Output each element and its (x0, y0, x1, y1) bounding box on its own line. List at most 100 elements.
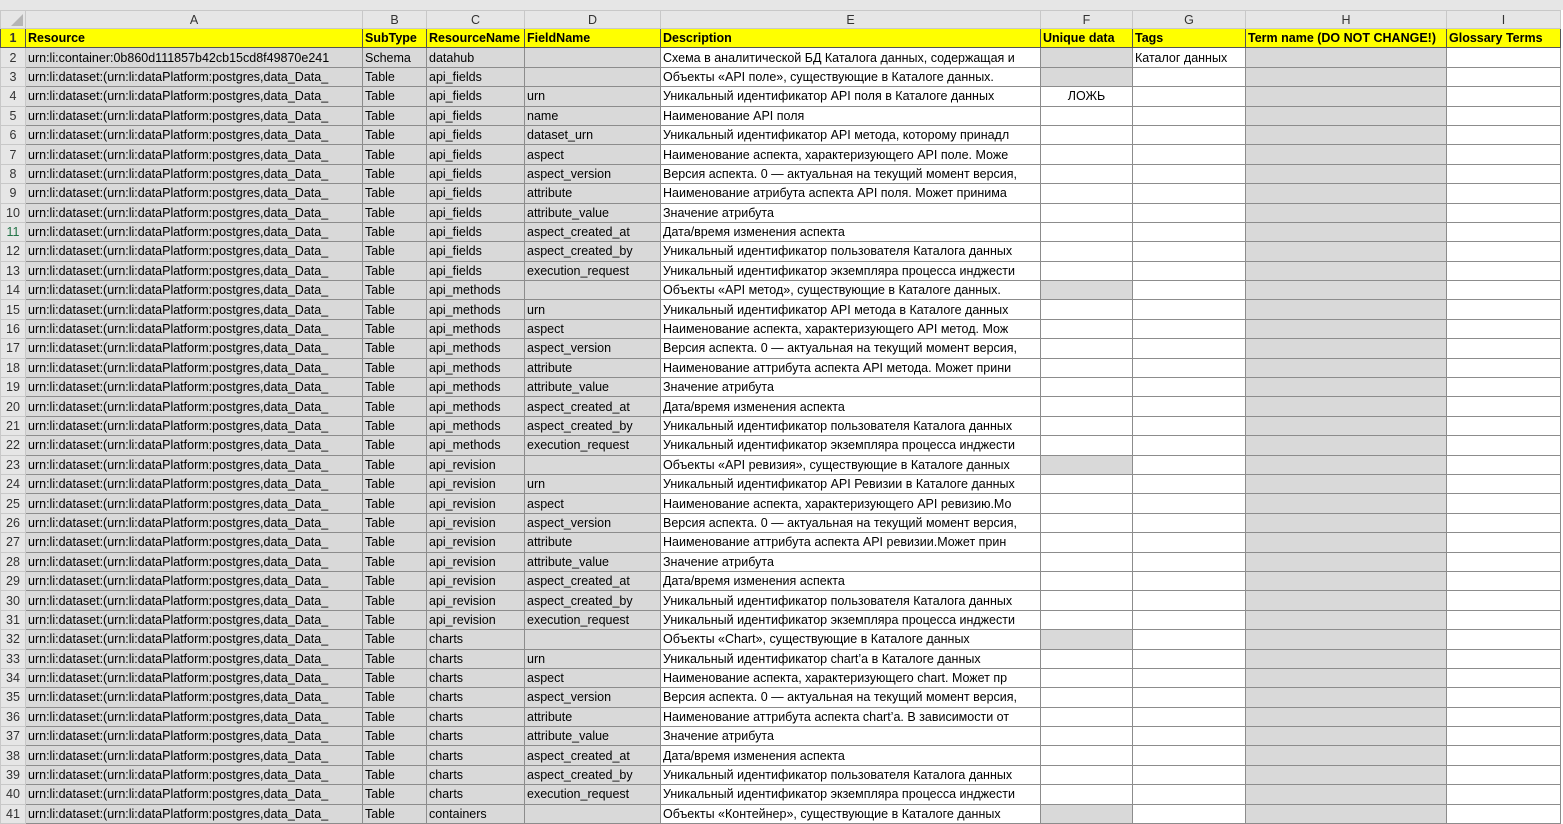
header-cell-f[interactable]: Unique data (1040, 27, 1133, 49)
cell-f[interactable] (1040, 183, 1133, 204)
cell-a[interactable]: urn:li:dataset:(urn:li:dataPlatform:post… (25, 241, 363, 262)
cell-c[interactable]: api_fields (426, 221, 525, 243)
cell-a[interactable]: urn:li:dataset:(urn:li:dataPlatform:post… (25, 221, 363, 243)
cell-h[interactable] (1245, 377, 1447, 398)
cell-b[interactable]: Table (362, 590, 427, 611)
cell-g[interactable] (1132, 764, 1246, 786)
cell-g[interactable] (1132, 473, 1246, 495)
row-number[interactable]: 4 (0, 86, 26, 107)
cell-a[interactable]: urn:li:dataset:(urn:li:dataPlatform:post… (25, 629, 363, 650)
cell-e[interactable]: Значение атрибута (660, 726, 1041, 747)
cell-g[interactable]: Каталог данных (1132, 47, 1246, 68)
cell-h[interactable] (1245, 260, 1447, 282)
cell-c[interactable]: api_methods (426, 357, 525, 379)
cell-d[interactable] (524, 66, 661, 88)
cell-a[interactable]: urn:li:dataset:(urn:li:dataPlatform:post… (25, 202, 363, 223)
cell-i[interactable] (1446, 163, 1561, 185)
cell-g[interactable] (1132, 454, 1246, 475)
cell-g[interactable] (1132, 396, 1246, 417)
cell-c[interactable]: charts (426, 687, 525, 708)
cell-e[interactable]: Наименование аспекта, характеризующего c… (660, 667, 1041, 689)
cell-d[interactable]: execution_request (524, 260, 661, 282)
cell-f[interactable] (1040, 570, 1133, 592)
cell-e[interactable]: Уникальный идентификатор API поля в Ката… (660, 86, 1041, 107)
cell-d[interactable] (524, 454, 661, 475)
cell-c[interactable]: api_fields (426, 260, 525, 282)
cell-b[interactable]: Table (362, 512, 427, 534)
cell-a[interactable]: urn:li:dataset:(urn:li:dataPlatform:post… (25, 512, 363, 534)
cell-a[interactable]: urn:li:dataset:(urn:li:dataPlatform:post… (25, 687, 363, 708)
row-number[interactable]: 17 (0, 338, 26, 359)
cell-h[interactable] (1245, 47, 1447, 68)
cell-c[interactable]: api_fields (426, 105, 525, 126)
cell-g[interactable] (1132, 377, 1246, 398)
cell-e[interactable]: Уникальный идентификатор API метода, кот… (660, 124, 1041, 146)
cell-i[interactable] (1446, 415, 1561, 437)
cell-c[interactable]: api_revision (426, 454, 525, 475)
header-cell-g[interactable]: Tags (1132, 27, 1246, 49)
cell-e[interactable]: Наименование API поля (660, 105, 1041, 126)
row-number[interactable]: 35 (0, 687, 26, 708)
cell-g[interactable] (1132, 299, 1246, 320)
cell-f[interactable] (1040, 706, 1133, 728)
cell-e[interactable]: Значение атрибута (660, 377, 1041, 398)
column-header-i[interactable]: I (1446, 10, 1561, 29)
cell-c[interactable]: charts (426, 667, 525, 689)
cell-e[interactable]: Уникальный идентификатор пользователя Ка… (660, 590, 1041, 611)
cell-b[interactable]: Table (362, 667, 427, 689)
cell-f[interactable] (1040, 144, 1133, 165)
cell-i[interactable] (1446, 86, 1561, 107)
row-number[interactable]: 40 (0, 784, 26, 805)
cell-a[interactable]: urn:li:dataset:(urn:li:dataPlatform:post… (25, 183, 363, 204)
cell-d[interactable]: aspect_created_at (524, 570, 661, 592)
cell-f[interactable] (1040, 590, 1133, 611)
select-all-button[interactable] (0, 10, 26, 29)
cell-g[interactable] (1132, 86, 1246, 107)
cell-h[interactable] (1245, 105, 1447, 126)
cell-i[interactable] (1446, 745, 1561, 766)
cell-e[interactable]: Наименование аттрибута аспекта chart’а. … (660, 706, 1041, 728)
row-number[interactable]: 8 (0, 163, 26, 185)
cell-f[interactable] (1040, 648, 1133, 669)
cell-b[interactable]: Table (362, 803, 427, 824)
cell-e[interactable]: Дата/время изменения аспекта (660, 745, 1041, 766)
cell-i[interactable] (1446, 532, 1561, 553)
cell-d[interactable]: aspect_created_at (524, 396, 661, 417)
cell-c[interactable]: api_methods (426, 280, 525, 301)
cell-a[interactable]: urn:li:dataset:(urn:li:dataPlatform:post… (25, 435, 363, 456)
row-number[interactable]: 39 (0, 764, 26, 786)
cell-g[interactable] (1132, 183, 1246, 204)
row-number[interactable]: 15 (0, 299, 26, 320)
row-number[interactable]: 26 (0, 512, 26, 534)
cell-e[interactable]: Уникальный идентификатор экземпляра проц… (660, 260, 1041, 282)
row-number[interactable]: 34 (0, 667, 26, 689)
cell-b[interactable]: Table (362, 163, 427, 185)
cell-d[interactable]: aspect_created_at (524, 745, 661, 766)
cell-a[interactable]: urn:li:dataset:(urn:li:dataPlatform:post… (25, 415, 363, 437)
cell-c[interactable]: api_fields (426, 183, 525, 204)
cell-f[interactable] (1040, 784, 1133, 805)
row-number[interactable]: 27 (0, 532, 26, 553)
row-number[interactable]: 13 (0, 260, 26, 282)
row-number[interactable]: 29 (0, 570, 26, 592)
cell-g[interactable] (1132, 241, 1246, 262)
cell-g[interactable] (1132, 66, 1246, 88)
cell-e[interactable]: Наименование аттрибута аспекта API ревиз… (660, 532, 1041, 553)
cell-f[interactable] (1040, 764, 1133, 786)
row-number[interactable]: 38 (0, 745, 26, 766)
cell-g[interactable] (1132, 745, 1246, 766)
cell-a[interactable]: urn:li:dataset:(urn:li:dataPlatform:post… (25, 667, 363, 689)
header-cell-i[interactable]: Glossary Terms (1446, 27, 1561, 49)
cell-i[interactable] (1446, 570, 1561, 592)
cell-f[interactable] (1040, 47, 1133, 68)
row-number[interactable]: 30 (0, 590, 26, 611)
row-number[interactable]: 2 (0, 47, 26, 68)
cell-b[interactable]: Table (362, 124, 427, 146)
cell-c[interactable]: api_revision (426, 590, 525, 611)
cell-b[interactable]: Table (362, 357, 427, 379)
cell-d[interactable]: attribute (524, 183, 661, 204)
cell-f[interactable] (1040, 435, 1133, 456)
cell-h[interactable] (1245, 551, 1447, 572)
cell-d[interactable]: attribute_value (524, 202, 661, 223)
cell-g[interactable] (1132, 260, 1246, 282)
